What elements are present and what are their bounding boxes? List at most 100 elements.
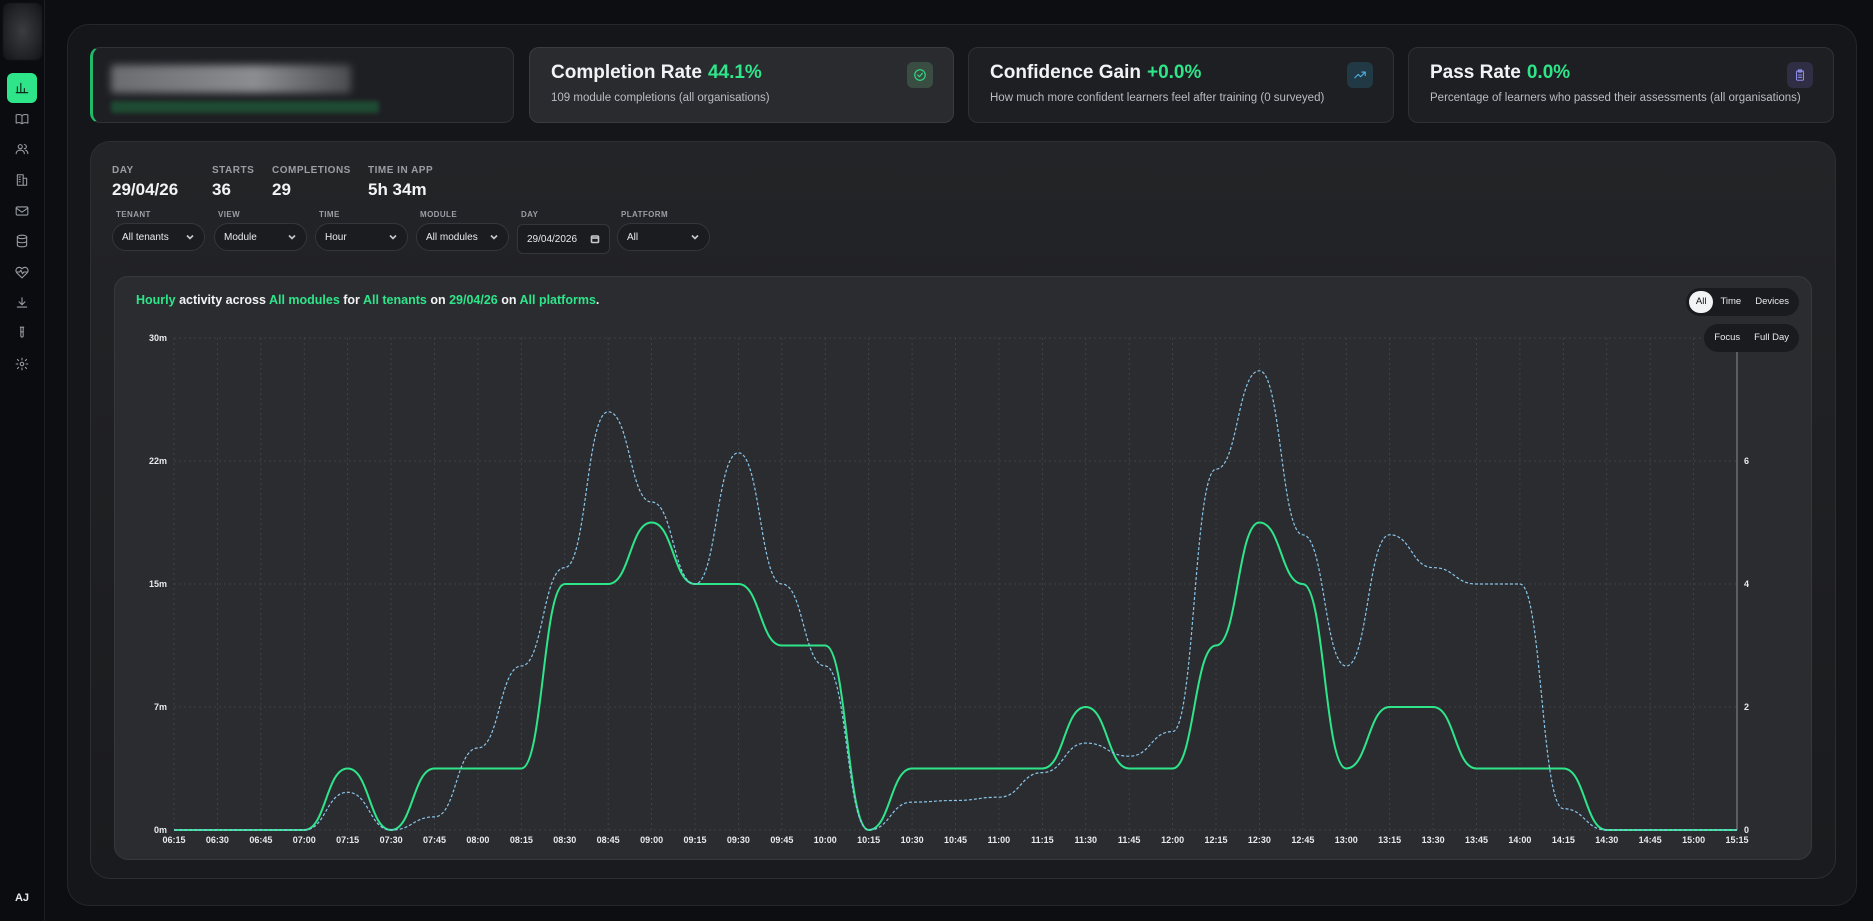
sidebar-settings-button[interactable] (7, 349, 37, 379)
tenant-select[interactable]: All tenants (112, 223, 205, 251)
pass-rate-card: Pass Rate 0.0% Percentage of learners who… (1408, 47, 1834, 123)
x-axis-tick: 07:00 (293, 835, 316, 845)
range-toggle: Focus Full Day (1704, 324, 1799, 352)
calendar-icon (590, 235, 600, 244)
sidebar-building-button[interactable] (7, 165, 37, 195)
chart-svg: 0m 7m 15m 22m 30m 0 2 4 6 06:15 06:30 06:45 07:00 07:… (149, 333, 1749, 845)
y-axis-right-tick: 4 (1744, 579, 1749, 589)
sidebar-users-button[interactable] (7, 134, 37, 164)
stat-time-in-app: TIME IN APP 5h 34m (368, 165, 433, 200)
activity-panel: DAY 29/04/26 STARTS 36 COMPLETIONS 29 TI… (90, 141, 1836, 879)
x-axis-tick: 15:15 (1725, 835, 1748, 845)
caption-text: on (426, 293, 450, 307)
x-axis-tick: 08:45 (597, 835, 620, 845)
caption-highlight: 29/04/26 (449, 293, 498, 307)
x-axis-tick: 09:00 (640, 835, 663, 845)
database-icon (16, 234, 28, 248)
organisation-bar-redacted (111, 101, 379, 113)
organisation-name-redacted (111, 65, 351, 93)
view-select[interactable]: Module (214, 223, 307, 251)
x-axis-tick: 12:30 (1248, 835, 1271, 845)
card-subtitle: Percentage of learners who passed their … (1430, 92, 1801, 104)
caption-highlight: Hourly (136, 293, 176, 307)
toggle-full-day[interactable]: Full Day (1754, 332, 1789, 343)
check-circle-icon (907, 62, 933, 88)
x-axis-tick: 08:15 (510, 835, 533, 845)
toggle-focus[interactable]: Focus (1714, 332, 1741, 343)
sidebar-mail-button[interactable] (7, 196, 37, 226)
platform-filter: PLATFORM All (617, 210, 710, 251)
stat-value: 36 (212, 180, 231, 199)
platform-select[interactable]: All (617, 223, 710, 251)
sidebar-test-tube-button[interactable] (7, 318, 37, 348)
heart-pulse-icon (15, 266, 29, 279)
dashboard-container: Completion Rate 44.1% 109 module completi… (67, 24, 1857, 906)
x-axis-tick: 07:45 (423, 835, 446, 845)
x-axis-tick: 12:00 (1161, 835, 1184, 845)
confidence-gain-value: +0.0% (1146, 62, 1202, 83)
x-axis-tick: 14:30 (1595, 835, 1618, 845)
time-filter: TIME Hour (315, 210, 408, 251)
y-axis-right-tick: 2 (1744, 702, 1749, 712)
stat-value: 29/04/26 (112, 180, 179, 199)
y-axis-left-tick: 30m (149, 333, 167, 343)
toggle-all[interactable]: All (1688, 291, 1714, 313)
filter-label: DAY (521, 210, 539, 219)
module-select[interactable]: All modules (416, 223, 509, 251)
select-value: All modules (426, 231, 478, 243)
view-filter: VIEW Module (214, 210, 307, 251)
stat-day: DAY 29/04/26 (112, 165, 178, 200)
users-icon (15, 144, 29, 155)
x-axis-tick: 06:30 (206, 835, 229, 845)
sidebar-book-button[interactable] (7, 104, 37, 134)
select-value: All (627, 231, 639, 243)
sidebar-download-button[interactable] (7, 288, 37, 318)
time-in-app-series-line (174, 370, 1737, 831)
activity-count-series-line (174, 521, 1737, 832)
x-axis-tick: 08:00 (466, 835, 489, 845)
x-axis-tick: 09:15 (683, 835, 706, 845)
x-axis-tick: 10:30 (901, 835, 924, 845)
x-axis-tick: 09:45 (770, 835, 793, 845)
clipboard-icon (1787, 62, 1813, 88)
module-filter: MODULE All modules (416, 210, 509, 251)
app-logo[interactable] (3, 3, 42, 60)
caption-text: on (497, 293, 520, 307)
caption-text: for (339, 293, 363, 307)
x-axis-tick: 10:00 (814, 835, 837, 845)
time-select[interactable]: Hour (315, 223, 408, 251)
stat-label: STARTS (212, 165, 255, 176)
day-date-input[interactable]: 29/04/2026 (517, 224, 610, 254)
book-icon (15, 114, 29, 125)
sidebar-bar-chart-button[interactable] (7, 73, 37, 103)
x-axis-tick: 06:45 (249, 835, 272, 845)
hourly-activity-chart: Hourly activity across All modules for A… (114, 276, 1812, 860)
x-axis-tick: 08:30 (553, 835, 576, 845)
day-filter: DAY 29/04/2026 (517, 210, 610, 254)
x-axis-tick: 12:45 (1291, 835, 1314, 845)
caption-highlight: All modules (268, 293, 340, 307)
chevron-down-icon (389, 234, 397, 240)
x-axis-tick: 12:15 (1204, 835, 1227, 845)
sidebar-database-button[interactable] (7, 226, 37, 256)
user-avatar[interactable]: AJ (14, 892, 30, 904)
stat-label: TIME IN APP (368, 165, 434, 176)
filter-label: PLATFORM (621, 210, 669, 219)
stat-completions: COMPLETIONS 29 (272, 165, 351, 200)
caption-highlight: All platforms (519, 293, 596, 307)
toggle-time[interactable]: Time (1720, 296, 1742, 307)
date-value: 29/04/2026 (527, 233, 578, 245)
download-icon (16, 297, 28, 308)
caption-text: activity across (175, 293, 269, 307)
x-axis-tick: 13:45 (1465, 835, 1488, 845)
select-value: Module (224, 231, 257, 243)
toggle-devices[interactable]: Devices (1755, 296, 1789, 307)
filter-label: TENANT (116, 210, 151, 219)
x-axis-tick: 15:00 (1682, 835, 1705, 845)
card-title: Confidence Gain +0.0% (990, 62, 1202, 83)
stat-label: DAY (112, 165, 134, 176)
y-axis-left-tick: 7m (154, 702, 167, 712)
x-axis-tick: 13:15 (1378, 835, 1401, 845)
chevron-down-icon (691, 234, 699, 240)
sidebar-heart-pulse-button[interactable] (7, 257, 37, 287)
